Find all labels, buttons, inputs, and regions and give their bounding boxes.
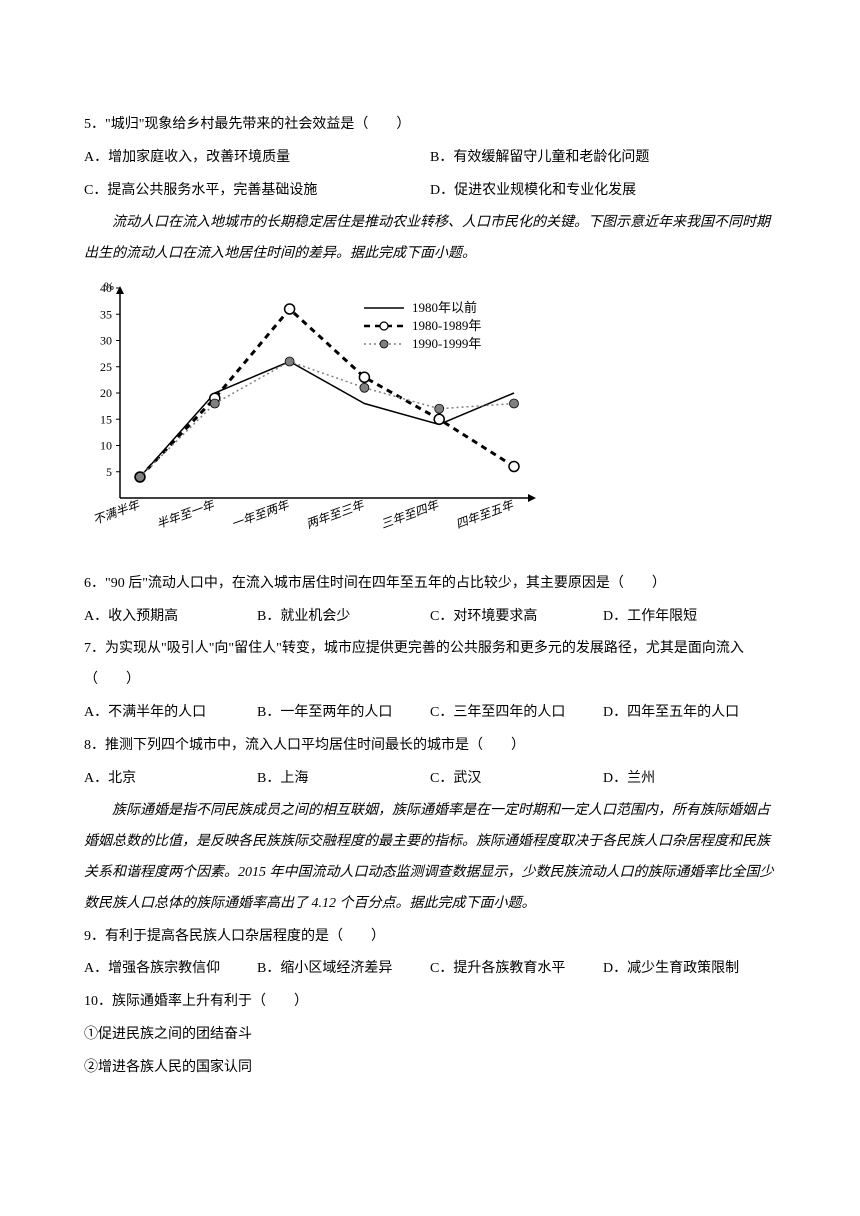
- q10-text: 10．族际通婚率上升有利于（ ）: [84, 987, 776, 1018]
- svg-text:一年至两年: 一年至两年: [229, 497, 292, 531]
- q9-D: D．减少生育政策限制: [603, 954, 776, 985]
- svg-text:30: 30: [100, 333, 112, 347]
- svg-text:1980年以前: 1980年以前: [412, 300, 477, 315]
- svg-text:1990-1999年: 1990-1999年: [412, 336, 481, 351]
- q7-A: A．不满半年的人口: [84, 698, 257, 729]
- chart-container: 510152025303540%不满半年半年至一年一年至两年两年至三年三年至四年…: [84, 278, 776, 561]
- q6-text: 6．"90 后"流动人口中，在流入城市居住时间在四年至五年的占比较少，其主要原因…: [84, 569, 776, 600]
- q6-B: B．就业机会少: [257, 602, 430, 633]
- q9-text: 9．有利于提高各民族人口杂居程度的是（ ）: [84, 922, 776, 953]
- svg-text:两年至三年: 两年至三年: [304, 497, 367, 531]
- q9-A: A．增强各族宗教信仰: [84, 954, 257, 985]
- svg-text:1980-1989年: 1980-1989年: [412, 318, 481, 333]
- q5-D: D．促进农业规模化和专业化发展: [430, 176, 776, 207]
- q7-options: A．不满半年的人口 B．一年至两年的人口 C．三年至四年的人口 D．四年至五年的…: [84, 698, 776, 729]
- q5-B: B．有效缓解留守儿童和老龄化问题: [430, 143, 776, 174]
- svg-text:15: 15: [100, 412, 112, 426]
- q5-C: C．提高公共服务水平，完善基础设施: [84, 176, 430, 207]
- q10-item1: ①促进民族之间的团结奋斗: [84, 1020, 776, 1051]
- svg-text:%: %: [104, 279, 114, 293]
- q8-text: 8．推测下列四个城市中，流入人口平均居住时间最长的城市是（ ）: [84, 731, 776, 762]
- q5-options-row1: A．增加家庭收入，改善环境质量 B．有效缓解留守儿童和老龄化问题: [84, 143, 776, 174]
- q7-D: D．四年至五年的人口: [603, 698, 776, 729]
- q5-options-row2: C．提高公共服务水平，完善基础设施 D．促进农业规模化和专业化发展: [84, 176, 776, 207]
- passage-1: 流动人口在流入地城市的长期稳定居住是推动农业转移、人口市民化的关键。下图示意近年…: [84, 208, 776, 270]
- svg-text:三年至四年: 三年至四年: [379, 497, 442, 531]
- q9-B: B．缩小区域经济差异: [257, 954, 430, 985]
- q6-options: A．收入预期高 B．就业机会少 C．对环境要求高 D．工作年限短: [84, 602, 776, 633]
- q5-A: A．增加家庭收入，改善环境质量: [84, 143, 430, 174]
- q8-C: C．武汉: [430, 764, 603, 795]
- q6-A: A．收入预期高: [84, 602, 257, 633]
- svg-text:35: 35: [100, 307, 112, 321]
- q7-B: B．一年至两年的人口: [257, 698, 430, 729]
- svg-text:5: 5: [106, 465, 112, 479]
- svg-text:10: 10: [100, 438, 112, 452]
- q7-C: C．三年至四年的人口: [430, 698, 603, 729]
- passage-2: 族际通婚是指不同民族成员之间的相互联姻，族际通婚率是在一定时期和一定人口范围内，…: [84, 796, 776, 919]
- svg-text:20: 20: [100, 386, 112, 400]
- q7-text: 7．为实现从"吸引人"向"留住人"转变，城市应提供更完善的公共服务和更多元的发展…: [84, 634, 776, 696]
- line-chart: 510152025303540%不满半年半年至一年一年至两年两年至三年三年至四年…: [84, 278, 544, 548]
- svg-text:25: 25: [100, 360, 112, 374]
- svg-text:四年至五年: 四年至五年: [454, 497, 517, 531]
- q5-text: 5．"城归"现象给乡村最先带来的社会效益是（ ）: [84, 110, 776, 141]
- q8-D: D．兰州: [603, 764, 776, 795]
- q10-item2: ②增进各族人民的国家认同: [84, 1053, 776, 1084]
- q8-A: A．北京: [84, 764, 257, 795]
- q9-options: A．增强各族宗教信仰 B．缩小区域经济差异 C．提升各族教育水平 D．减少生育政…: [84, 954, 776, 985]
- q8-B: B．上海: [257, 764, 430, 795]
- q9-C: C．提升各族教育水平: [430, 954, 603, 985]
- q6-D: D．工作年限短: [603, 602, 776, 633]
- q6-C: C．对环境要求高: [430, 602, 603, 633]
- q8-options: A．北京 B．上海 C．武汉 D．兰州: [84, 764, 776, 795]
- svg-text:不满半年: 不满半年: [91, 497, 143, 527]
- svg-text:半年至一年: 半年至一年: [155, 497, 218, 531]
